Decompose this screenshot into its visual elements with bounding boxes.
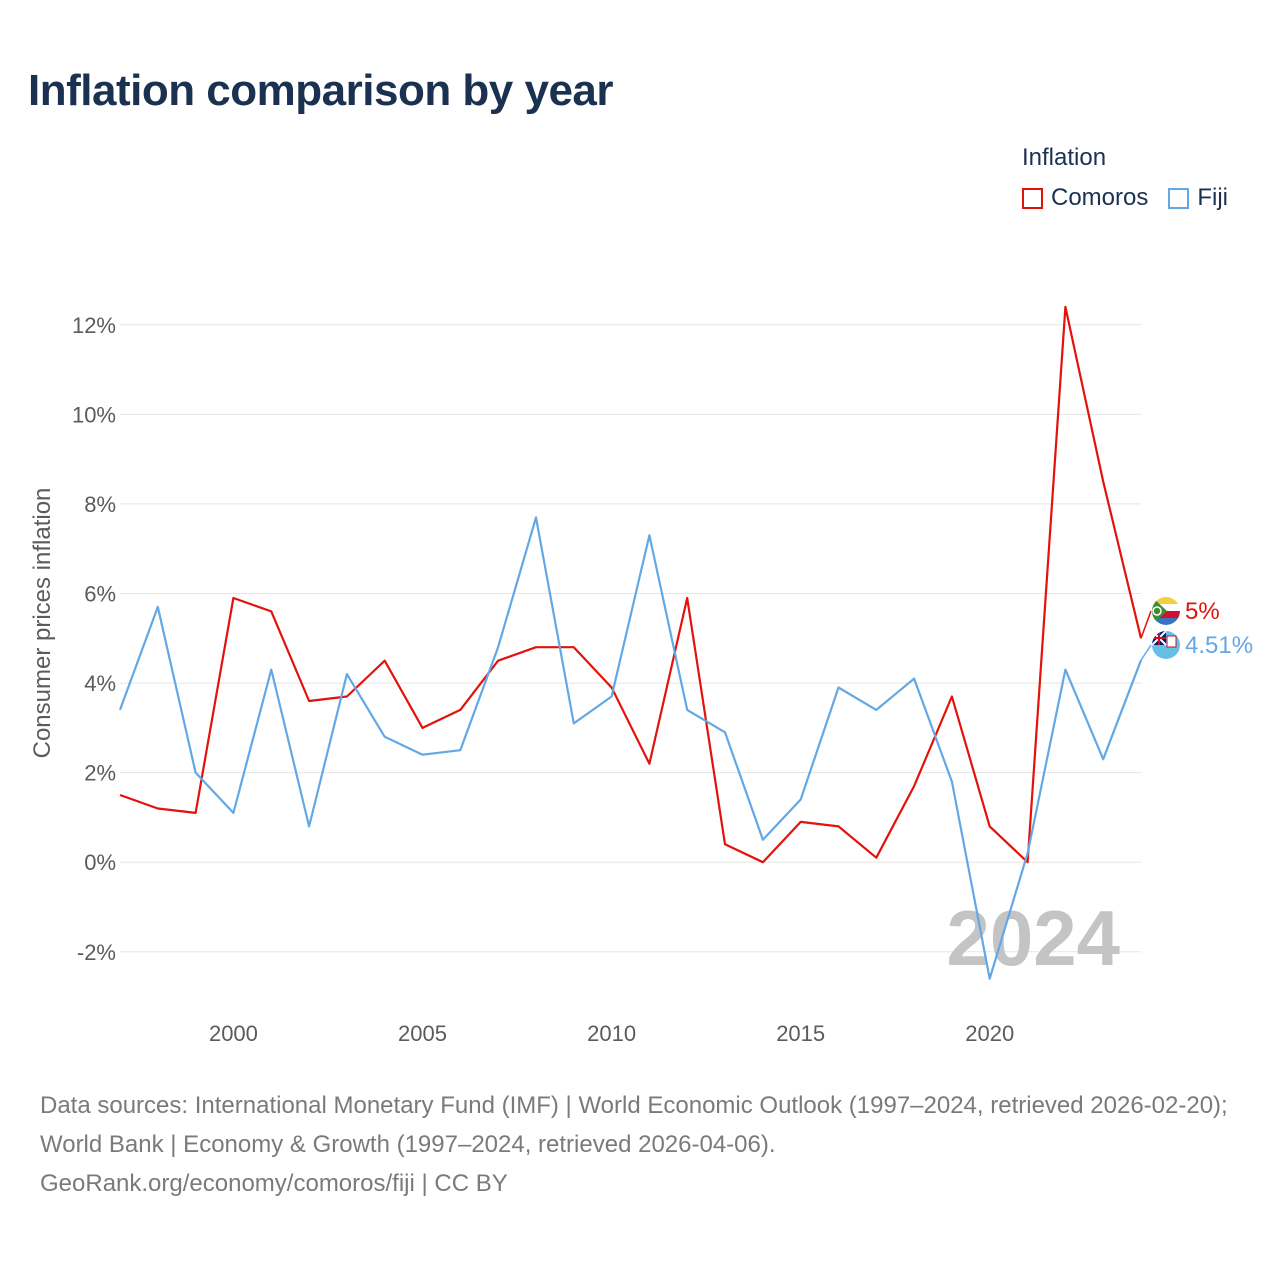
x-tick-label: 2000 — [209, 1021, 258, 1046]
legend-swatch-comoros — [1022, 187, 1043, 209]
flag-comoros-icon — [1152, 597, 1180, 625]
grid — [120, 324, 1141, 953]
end-connector-fiji — [1140, 644, 1152, 661]
footer: Data sources: International Monetary Fun… — [40, 1086, 1250, 1203]
series-line-comoros[interactable] — [119, 305, 1143, 864]
legend-label-fiji: Fiji — [1197, 184, 1229, 211]
y-axis-title: Consumer prices inflation — [29, 488, 56, 759]
series — [118, 305, 1143, 980]
year-watermark: 2024 — [946, 894, 1120, 982]
line-chart: Consumer prices inflation -2% 0% 2% 4% 6% 8% 1… — [29, 305, 1253, 1046]
data-sources: Data sources: International Monetary Fun… — [40, 1092, 1228, 1158]
axes: Consumer prices inflation -2% 0% 2% 4% 6% 8% 1… — [29, 313, 1014, 1046]
y-tick-label: 8% — [84, 492, 116, 517]
legend-item-comoros[interactable]: Comoros — [1022, 184, 1148, 212]
x-tick-label: 2015 — [776, 1021, 825, 1046]
y-tick-label: 2% — [84, 761, 116, 786]
series-line-fiji[interactable] — [118, 516, 1143, 980]
y-tick-label: 12% — [72, 313, 116, 338]
y-tick-label: -2% — [77, 940, 116, 965]
y-tick-label: 6% — [84, 581, 116, 606]
attribution: GeoRank.org/economy/comoros/fiji | CC BY — [40, 1170, 508, 1197]
legend-title: Inflation — [1022, 144, 1107, 171]
y-tick-label: 10% — [72, 402, 116, 427]
legend-swatch-fiji — [1168, 187, 1190, 209]
chart-title: Inflation comparison by year — [28, 66, 614, 115]
end-value-label-comoros: 5% — [1185, 598, 1220, 625]
x-tick-label: 2020 — [965, 1021, 1014, 1046]
legend-item-fiji[interactable]: Fiji — [1168, 184, 1228, 212]
legend: Inflation Comoros Fiji — [1022, 144, 1228, 212]
y-tick-label: 4% — [84, 671, 116, 696]
legend-label-comoros: Comoros — [1051, 184, 1149, 211]
flag-fiji-icon — [1152, 631, 1180, 659]
y-tick-label: 0% — [84, 850, 116, 875]
end-labels: 5% 4.51% — [1140, 597, 1253, 661]
end-connector-comoros — [1140, 610, 1152, 639]
x-tick-label: 2010 — [587, 1021, 636, 1046]
x-tick-label: 2005 — [398, 1021, 447, 1046]
end-value-label-fiji: 4.51% — [1185, 632, 1253, 659]
